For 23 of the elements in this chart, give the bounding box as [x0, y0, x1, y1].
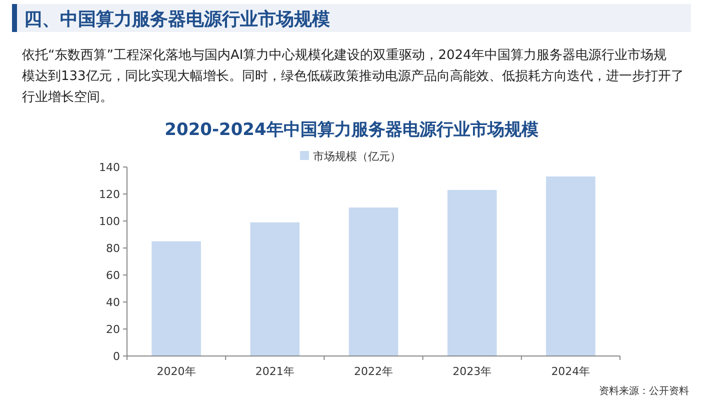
- y-tick-label: 80: [106, 242, 120, 255]
- x-tick-label: 2023年: [452, 365, 492, 378]
- chart-title: 2020-2024年中国算力服务器电源行业市场规模: [164, 120, 538, 140]
- y-tick-label: 20: [106, 323, 120, 336]
- bar: [152, 241, 201, 356]
- y-tick-label: 40: [106, 296, 120, 309]
- text: 资料来源：公开资料: [599, 385, 689, 397]
- bar: [250, 222, 300, 356]
- bar: [546, 176, 596, 356]
- bar: [447, 190, 497, 356]
- x-tick-label: 2020年: [156, 365, 196, 378]
- y-tick-label: 120: [99, 188, 120, 201]
- x-tick-label: 2024年: [551, 365, 590, 378]
- legend-label: 市场规模（亿元）: [313, 150, 401, 163]
- bar: [348, 208, 398, 356]
- y-tick-label: 60: [106, 269, 120, 282]
- text: 依托“东数西算”工程深化落地与国内AI算力中心规模化建设的双重驱动，2024年中国算力服务器电源行业市场规模达到133亿元，同比实现大幅增长。同时，绿色低碳政策推动电源产品向高能效、低损耗方向迭代，进一步打开了行业增长空间。: [22, 47, 684, 105]
- x-tick-label: 2021年: [255, 365, 294, 378]
- text: 四、中国算力服务器电源行业市场规模: [24, 9, 330, 30]
- y-tick-label: 140: [99, 161, 120, 174]
- x-tick-label: 2022年: [354, 365, 393, 378]
- y-tick-label: 0: [113, 350, 120, 363]
- y-tick-label: 100: [99, 215, 120, 228]
